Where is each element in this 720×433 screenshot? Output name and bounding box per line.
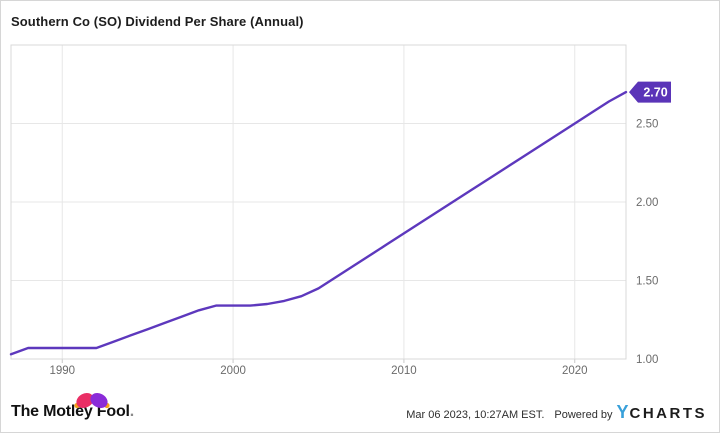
- last-value-label: 2.70: [643, 86, 667, 100]
- chart-title: Southern Co (SO) Dividend Per Share (Ann…: [11, 14, 304, 29]
- plot-frame: [10, 44, 627, 360]
- x-tick-label: 2020: [562, 365, 588, 377]
- footer-right: Mar 06 2023, 10:27AM EST. Powered by Y CH…: [406, 402, 707, 423]
- y-tick-label: 2.50: [636, 119, 658, 131]
- y-tick-label: 1.50: [636, 276, 658, 288]
- logo-period: .: [129, 403, 135, 420]
- jester-cap-icon: [74, 393, 110, 409]
- powered-by-label: Powered by: [554, 409, 613, 421]
- ycharts-logo[interactable]: Y CHARTS: [616, 402, 707, 423]
- footer: The Motley Fool. Mar 06 2023, 10:27AM ES…: [1, 393, 719, 432]
- ycharts-y-glyph: Y: [616, 402, 630, 422]
- timestamp: Mar 06 2023, 10:27AM EST.: [406, 409, 545, 421]
- dividend-chart: 1.00 1.50 2.00 2.50 1990 2000 2010 2020 2.70: [9, 44, 671, 377]
- dividend-line: [9, 90, 628, 356]
- y-tick-label: 1.00: [636, 354, 658, 366]
- x-tick-label: 2000: [220, 365, 246, 377]
- motley-fool-logo[interactable]: The Motley Fool.: [11, 393, 135, 425]
- ycharts-wordmark: CHARTS: [629, 405, 707, 422]
- y-tick-label: 2.00: [636, 197, 658, 209]
- x-tick-label: 2010: [391, 365, 417, 377]
- x-tick-label: 1990: [49, 365, 75, 377]
- last-value-badge: [629, 81, 671, 103]
